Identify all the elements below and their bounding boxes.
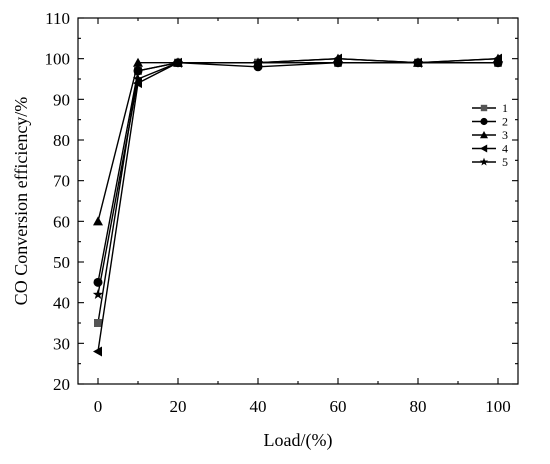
legend-marker: [480, 144, 488, 153]
series-line-5: [97, 62, 498, 295]
x-tick-label: 100: [485, 397, 511, 416]
data-point-series-5: [132, 73, 144, 84]
legend-marker: [479, 157, 489, 166]
y-tick-label: 40: [53, 294, 70, 313]
legend-label: 2: [502, 115, 508, 129]
series-line-3: [97, 57, 499, 222]
y-tick-label: 50: [53, 253, 70, 272]
legend-entry-5: 5: [472, 155, 508, 169]
x-tick-label: 20: [170, 397, 187, 416]
y-tick-label: 100: [45, 50, 71, 69]
data-point-series-4: [93, 346, 102, 357]
series-3: [93, 53, 503, 226]
legend-label: 1: [502, 101, 508, 115]
series-line-2: [97, 62, 498, 283]
x-tick-label: 80: [410, 397, 427, 416]
x-tick-label: 60: [330, 397, 347, 416]
y-tick-label: 30: [53, 334, 70, 353]
data-point-series-5: [172, 57, 184, 68]
series-1: [94, 58, 502, 327]
x-tick-label: 40: [250, 397, 267, 416]
legend-entry-3: 3: [472, 128, 508, 142]
legend-entry-2: 2: [472, 115, 508, 129]
y-tick-label: 80: [53, 131, 70, 150]
legend-entry-4: 4: [472, 142, 508, 156]
plot-frame: [77, 17, 519, 385]
y-tick-label: 90: [53, 90, 70, 109]
x-axis-title: Load/(%): [264, 430, 333, 451]
legend-marker: [480, 104, 488, 112]
data-point-series-3: [133, 57, 143, 67]
y-tick-label: 60: [53, 212, 70, 231]
legend-entry-1: 1: [472, 101, 508, 115]
series-layer: [92, 53, 504, 357]
series-4: [93, 53, 502, 357]
axes: 20 30 40 50 60 70 80 90 100 110 0 20 40 60 80 100: [45, 9, 519, 416]
data-point-series-5: [252, 57, 264, 68]
data-point-series-5: [92, 289, 104, 299]
series-5: [92, 57, 504, 299]
legend-label: 3: [502, 128, 508, 142]
x-tick-label: 0: [94, 397, 103, 416]
y-tick-label: 110: [45, 9, 70, 28]
data-point-series-5: [332, 57, 344, 68]
series-line-1: [97, 62, 498, 324]
data-point-series-3: [93, 216, 103, 226]
series-line-4: [97, 57, 499, 352]
series-2: [93, 58, 503, 287]
data-point-series-5: [412, 57, 424, 68]
legend-label: 4: [502, 142, 508, 156]
y-tick-label: 70: [53, 172, 70, 191]
legend-marker: [480, 117, 488, 126]
data-point-series-5: [492, 57, 504, 68]
y-axis-title: CO Conversion efficiency/%: [11, 97, 31, 306]
data-point-series-1: [94, 319, 102, 327]
y-tick-label: 20: [53, 375, 70, 394]
legend-marker: [480, 131, 488, 139]
legend-label: 5: [502, 155, 508, 169]
